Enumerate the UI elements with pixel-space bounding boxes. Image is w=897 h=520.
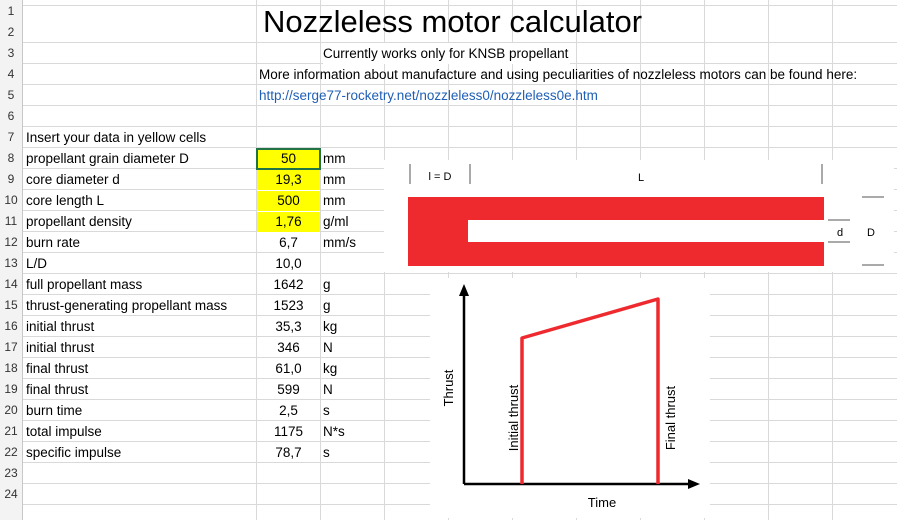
- unit-cell[interactable]: mm: [323, 172, 346, 187]
- param-label[interactable]: core length L: [26, 193, 105, 208]
- row-number[interactable]: 4: [7, 67, 15, 81]
- computed-value-cell[interactable]: 78,7: [275, 445, 302, 460]
- row-number[interactable]: 13: [4, 256, 18, 270]
- column-divider: [320, 0, 321, 520]
- row-number[interactable]: 22: [4, 445, 18, 459]
- unit-cell[interactable]: mm: [323, 151, 346, 166]
- param-label[interactable]: total impulse: [26, 424, 102, 439]
- unit-cell[interactable]: kg: [323, 361, 338, 376]
- param-label[interactable]: core diameter d: [26, 172, 120, 187]
- row-number[interactable]: 18: [4, 361, 18, 375]
- unit-cell[interactable]: s: [323, 445, 330, 460]
- param-label[interactable]: final thrust: [26, 361, 89, 376]
- core-diameter-label: d: [837, 227, 843, 239]
- row-number[interactable]: 15: [4, 298, 18, 312]
- param-label[interactable]: full propellant mass: [26, 277, 143, 292]
- param-label[interactable]: propellant density: [26, 214, 132, 229]
- computed-value-cell[interactable]: 1642: [273, 277, 304, 292]
- row-number[interactable]: 23: [4, 466, 18, 480]
- thrust-curve: [520, 297, 660, 484]
- input-value-cell[interactable]: 50: [256, 148, 321, 170]
- page-title[interactable]: Nozzleless motor calculator: [263, 4, 643, 39]
- column-divider: [256, 0, 257, 520]
- l-eq-d-label: l = D: [429, 171, 452, 183]
- row-number[interactable]: 16: [4, 319, 18, 333]
- x-axis-label: Time: [588, 495, 616, 510]
- final-thrust-label: Final thrust: [663, 385, 678, 450]
- initial-thrust-label: Initial thrust: [506, 384, 521, 451]
- unit-cell[interactable]: N*s: [323, 424, 345, 439]
- computed-value-cell[interactable]: 2,5: [279, 403, 298, 418]
- param-label[interactable]: thrust-generating propellant mass: [26, 298, 228, 313]
- row-number[interactable]: 8: [7, 151, 15, 165]
- grain-diagram: l = D L d D: [384, 160, 894, 272]
- computed-value-cell[interactable]: 346: [277, 340, 300, 355]
- unit-cell[interactable]: kg: [323, 319, 338, 334]
- param-label[interactable]: initial thrust: [26, 319, 95, 334]
- row-number[interactable]: 3: [7, 46, 15, 60]
- row-number[interactable]: 1: [7, 4, 15, 18]
- instruction-cell[interactable]: Insert your data in yellow cells: [26, 130, 207, 145]
- param-label[interactable]: final thrust: [26, 382, 89, 397]
- y-axis-arrow-icon: [459, 284, 469, 296]
- grain-core: [468, 220, 824, 242]
- row-number[interactable]: 11: [4, 214, 18, 228]
- subtitle-cell[interactable]: Currently works only for KNSB propellant: [323, 43, 571, 64]
- param-label[interactable]: burn time: [26, 403, 83, 418]
- unit-cell[interactable]: mm: [323, 193, 346, 208]
- computed-value-cell[interactable]: 10,0: [275, 256, 302, 271]
- param-label[interactable]: propellant grain diameter D: [26, 151, 189, 166]
- row-number[interactable]: 17: [4, 340, 18, 354]
- unit-cell[interactable]: s: [323, 403, 330, 418]
- param-label[interactable]: burn rate: [26, 235, 81, 250]
- computed-value-cell[interactable]: 61,0: [275, 361, 302, 376]
- row-number[interactable]: 2: [7, 25, 15, 39]
- param-label[interactable]: L/D: [26, 256, 48, 271]
- y-axis-label: Thrust: [441, 369, 456, 406]
- row-number[interactable]: 6: [7, 109, 15, 123]
- row-number[interactable]: 5: [7, 88, 15, 102]
- unit-cell[interactable]: N: [323, 340, 333, 355]
- thrust-diagram: Thrust Time Initial thrust Final thrust: [430, 278, 710, 518]
- input-value-cell[interactable]: 500: [257, 191, 320, 211]
- row-number[interactable]: 9: [7, 172, 15, 186]
- unit-cell[interactable]: mm/s: [323, 235, 356, 250]
- row-number[interactable]: 20: [4, 403, 18, 417]
- thrust-diagram-background: [430, 278, 710, 518]
- unit-cell[interactable]: g/ml: [323, 214, 349, 229]
- row-number[interactable]: 12: [4, 235, 18, 249]
- row-number[interactable]: 7: [7, 130, 15, 144]
- row-number[interactable]: 21: [4, 424, 18, 438]
- unit-cell[interactable]: N: [323, 382, 333, 397]
- x-axis-arrow-icon: [688, 479, 700, 489]
- unit-cell[interactable]: g: [323, 277, 331, 292]
- computed-value-cell[interactable]: 35,3: [275, 319, 302, 334]
- info-link[interactable]: http://serge77-rocketry.net/nozzleless0/…: [259, 88, 598, 103]
- computed-value-cell[interactable]: 1175: [273, 424, 304, 439]
- row-number[interactable]: 24: [4, 487, 18, 501]
- diameter-label: D: [867, 227, 875, 239]
- unit-cell[interactable]: g: [323, 298, 331, 313]
- computed-value-cell[interactable]: 6,7: [279, 235, 298, 250]
- info-text-cell[interactable]: More information about manufacture and u…: [259, 67, 858, 82]
- computed-value-cell[interactable]: 599: [277, 382, 300, 397]
- length-label: L: [638, 172, 644, 184]
- input-value-cell[interactable]: 19,3: [257, 170, 320, 190]
- computed-value-cell[interactable]: 1523: [273, 298, 304, 313]
- param-label[interactable]: specific impulse: [26, 445, 122, 460]
- row-header-column: [0, 0, 23, 520]
- input-value-cell[interactable]: 1,76: [257, 212, 320, 232]
- row-number[interactable]: 10: [4, 193, 18, 207]
- param-label[interactable]: initial thrust: [26, 340, 95, 355]
- row-number[interactable]: 19: [4, 382, 18, 396]
- row-number[interactable]: 14: [4, 277, 18, 291]
